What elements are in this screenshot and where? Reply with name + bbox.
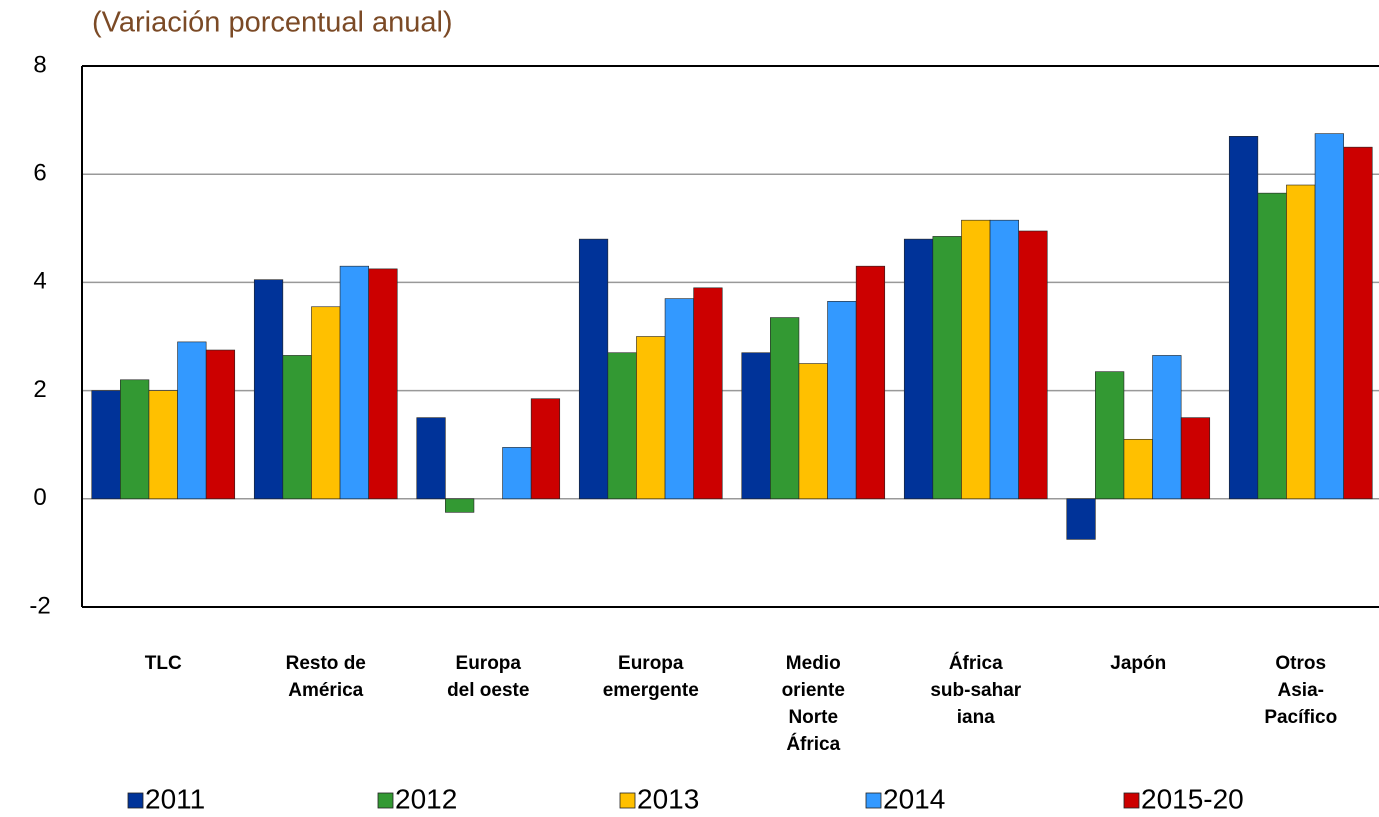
bar	[932, 236, 962, 500]
label-line: África	[949, 652, 1003, 674]
label-line: Norte	[788, 707, 838, 728]
y-tick-label: 0	[33, 484, 46, 511]
label-line: África	[786, 733, 840, 755]
bar	[1180, 417, 1211, 500]
legend-swatch	[127, 792, 144, 809]
label-line: América	[288, 680, 363, 701]
y-tick-label: 8	[33, 51, 46, 78]
bar	[1257, 192, 1287, 500]
bar	[1066, 498, 1096, 540]
x-tick-label: TLC	[145, 653, 182, 674]
legend-swatch	[619, 792, 636, 809]
bar	[798, 363, 828, 500]
bar	[770, 317, 800, 500]
bar	[253, 279, 284, 500]
label-line: del oeste	[447, 680, 529, 701]
bar	[961, 219, 991, 500]
x-tick-label: África sub-sahar iana	[930, 652, 1021, 728]
label-line: iana	[957, 707, 995, 728]
label-line: TLC	[145, 653, 182, 674]
bar	[741, 352, 771, 500]
x-tick-label: Resto de América	[286, 653, 366, 701]
label-line: sub-sahar	[930, 680, 1021, 701]
label-line: Asia-	[1278, 680, 1324, 701]
x-tick-label: Europa emergente	[603, 653, 699, 701]
bar	[339, 265, 369, 500]
y-tick-label: 6	[33, 160, 46, 187]
x-tick-label: Medio oriente Norte África	[782, 653, 845, 755]
bar	[1123, 438, 1153, 500]
legend-swatch	[865, 792, 882, 809]
legend-label: 2013	[637, 783, 699, 814]
bar	[989, 219, 1019, 500]
legend-label: 2012	[395, 783, 457, 814]
bar	[855, 265, 886, 500]
bar	[607, 352, 637, 500]
x-tick-label: Japón	[1110, 653, 1166, 674]
bar	[578, 238, 609, 500]
y-tick-label: 2	[33, 376, 46, 403]
label-line: Medio	[786, 653, 841, 674]
bar	[827, 301, 857, 500]
legend-label: 2014	[883, 783, 945, 814]
bar	[1314, 133, 1344, 500]
bar	[445, 498, 475, 513]
bar	[177, 341, 207, 500]
bar	[368, 268, 398, 500]
bar	[903, 238, 934, 500]
bar	[693, 287, 723, 500]
bar	[91, 390, 121, 500]
label-line: Pacífico	[1264, 707, 1337, 728]
bar	[502, 447, 532, 500]
bar	[530, 398, 561, 500]
legend-swatch	[377, 792, 394, 809]
y-tick-label: 4	[33, 268, 46, 295]
bar	[148, 390, 178, 500]
label-line: Japón	[1110, 653, 1166, 674]
x-tick-label: Otros Asia- Pacífico	[1264, 653, 1337, 728]
bar	[205, 349, 236, 500]
bar	[1018, 230, 1048, 500]
bar	[664, 298, 694, 500]
bar	[1343, 146, 1373, 500]
chart-title: (Variación porcentual anual)	[92, 7, 453, 39]
label-line: Europa	[456, 653, 522, 674]
bar	[311, 306, 341, 500]
bar	[120, 379, 150, 500]
label-line: Resto de	[286, 653, 366, 674]
label-line: Europa	[618, 653, 684, 674]
legend-swatch	[1123, 792, 1140, 809]
bar	[1152, 355, 1182, 500]
x-tick-label: Europa del oeste	[447, 653, 529, 701]
label-line: Otros	[1275, 653, 1326, 674]
legend-label: 2011	[145, 783, 205, 814]
bar	[416, 417, 446, 500]
bar	[1095, 371, 1125, 500]
label-line: emergente	[603, 680, 699, 701]
y-tick-label: -2	[29, 592, 50, 619]
bar	[282, 355, 312, 500]
bar	[1286, 184, 1316, 500]
bar	[636, 336, 666, 500]
bar	[1228, 136, 1259, 500]
label-line: oriente	[782, 680, 845, 701]
legend-label: 2015-20	[1141, 783, 1244, 814]
